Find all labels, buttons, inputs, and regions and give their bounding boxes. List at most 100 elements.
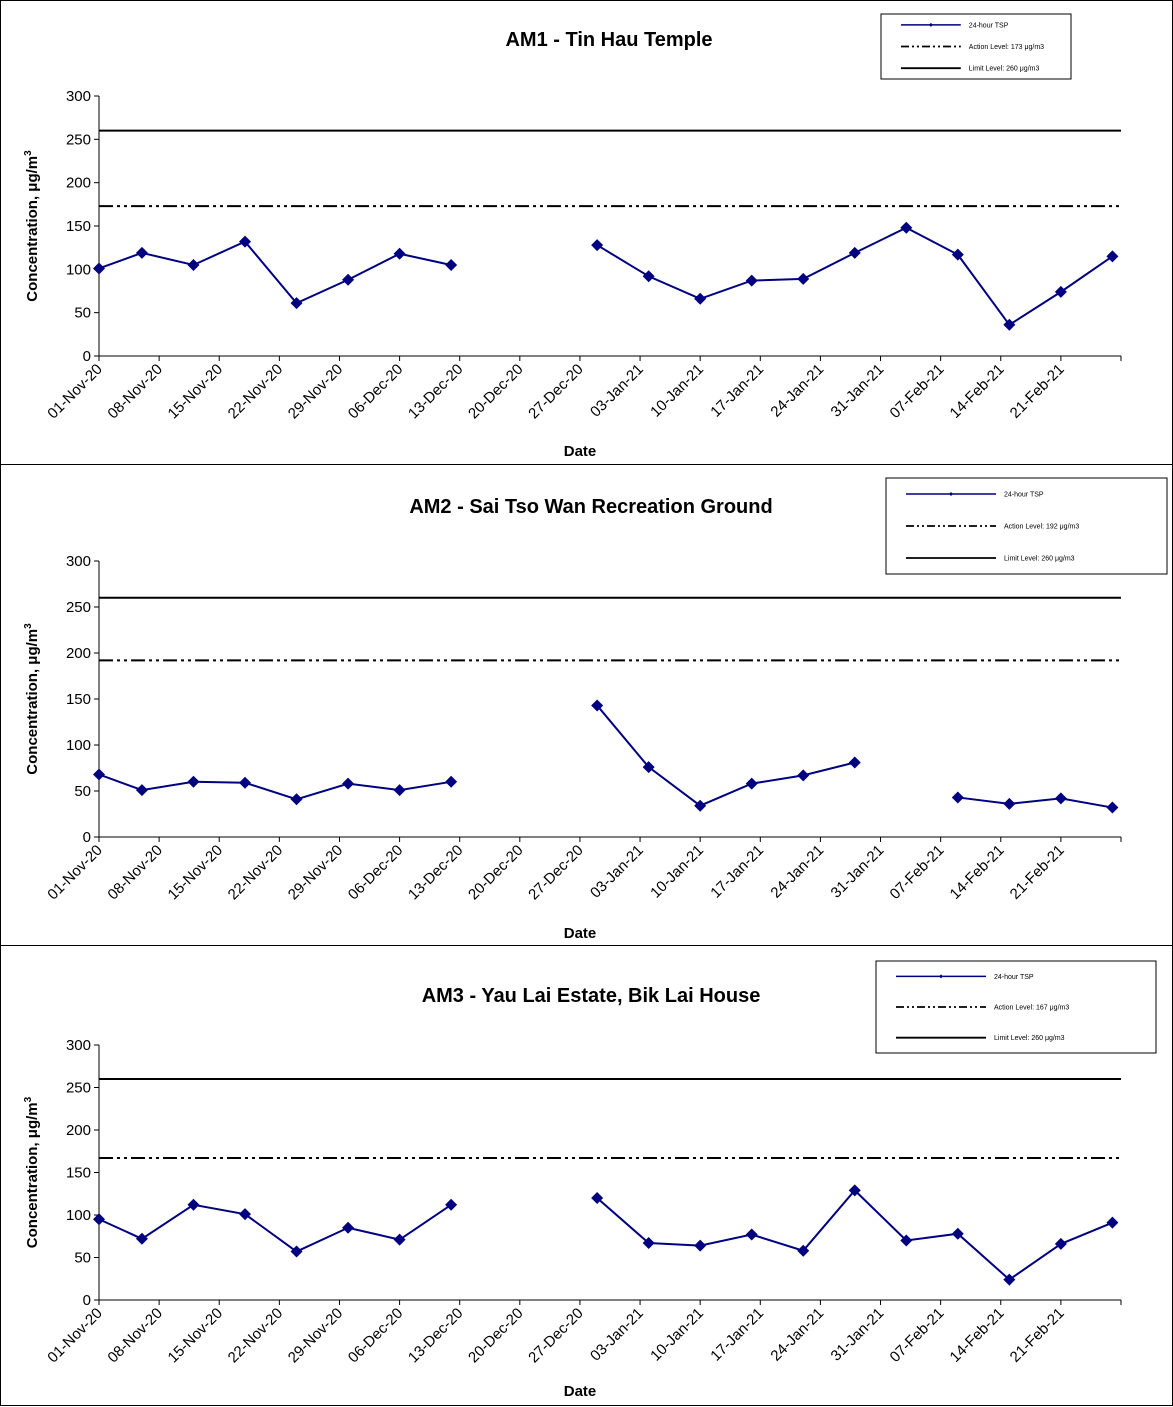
tsp-data-point xyxy=(745,777,758,790)
y-tick-label: 300 xyxy=(66,88,91,105)
tsp-data-point xyxy=(591,1192,604,1204)
x-tick-label: 08-Nov-20 xyxy=(104,842,166,904)
chart-panel-am2: AM2 - Sai Tso Wan Recreation Ground 0 50 10… xyxy=(0,464,1173,946)
y-tick-label: 250 xyxy=(66,1080,91,1097)
x-tick-label: 03-Jan-21 xyxy=(587,1305,647,1365)
tsp-data-point xyxy=(445,259,458,271)
y-tick-label: 300 xyxy=(66,1037,91,1054)
tsp-data-point xyxy=(135,246,148,259)
x-tick-label: 10-Jan-21 xyxy=(647,1305,707,1365)
tsp-data-point xyxy=(93,768,105,781)
tsp-data-point xyxy=(239,1208,251,1221)
tsp-data-point xyxy=(1003,1273,1016,1286)
x-tick-label: 15-Nov-20 xyxy=(165,1305,227,1367)
x-tick-label: 03-Jan-21 xyxy=(587,361,647,421)
legend-label: Limit Level: 260 μg/m3 xyxy=(969,66,1040,73)
tsp-data-point xyxy=(642,1237,655,1250)
x-tick-label: 21-Feb-21 xyxy=(1007,361,1068,422)
x-tick-label: 15-Nov-20 xyxy=(165,361,227,423)
x-tick-label: 20-Dec-20 xyxy=(465,842,527,904)
chart-svg-am1: AM1 - Tin Hau Temple 0 50 100 150 200 250 300 01… xyxy=(23,13,1122,460)
x-tick-label: 15-Nov-20 xyxy=(165,842,227,904)
tsp-data-point xyxy=(745,274,758,287)
x-tick-label: 06-Dec-20 xyxy=(345,361,407,423)
x-tick-label: 21-Feb-21 xyxy=(1007,842,1068,903)
x-tick-label: 10-Jan-21 xyxy=(647,842,707,902)
x-axis-label: Date xyxy=(564,443,597,460)
tsp-data-point xyxy=(1054,1237,1067,1250)
y-tick-label: 300 xyxy=(66,553,91,570)
tsp-series-line xyxy=(596,226,1113,327)
y-axis-label-superscript: 3 xyxy=(23,623,34,629)
legend-label: Action Level: 192 μg/m3 xyxy=(1004,524,1079,531)
chart-svg-am3: AM3 - Yau Lai Estate, Bik Lai House 0 50 10… xyxy=(23,960,1157,1400)
x-tick-label: 07-Feb-21 xyxy=(887,361,948,422)
tsp-data-point xyxy=(1106,801,1119,814)
legend-label: Action Level: 173 μg/m3 xyxy=(969,44,1044,51)
chart-title: AM2 - Sai Tso Wan Recreation Ground xyxy=(409,496,772,518)
tsp-data-point xyxy=(290,297,303,310)
tsp-data-point xyxy=(1054,792,1067,805)
x-tick-label: 01-Nov-20 xyxy=(44,361,106,423)
y-tick-label: 200 xyxy=(66,1122,91,1139)
tsp-data-point xyxy=(342,777,355,790)
x-tick-label: 03-Jan-21 xyxy=(587,842,647,902)
x-tick-label: 06-Dec-20 xyxy=(345,1305,407,1367)
tsp-series-line xyxy=(596,1188,1113,1281)
tsp-data-point xyxy=(290,793,303,806)
legend-label: Limit Level: 260 μg/m3 xyxy=(994,1035,1065,1042)
tsp-data-point xyxy=(93,262,105,275)
tsp-data-point xyxy=(900,221,913,234)
tsp-data-point xyxy=(797,769,810,782)
tsp-data-point xyxy=(797,272,810,285)
y-axis-label: Concentration, μg/m3 xyxy=(23,1096,41,1248)
tsp-data-point xyxy=(93,1213,105,1226)
tsp-data-point xyxy=(1054,285,1067,298)
tsp-data-point xyxy=(1003,797,1016,810)
tsp-data-point xyxy=(445,1198,458,1211)
x-tick-label: 17-Jan-21 xyxy=(707,361,767,421)
x-tick-label: 17-Jan-21 xyxy=(707,1305,767,1365)
tsp-data-point xyxy=(745,1228,758,1241)
tsp-data-point xyxy=(135,784,148,797)
y-tick-label: 250 xyxy=(66,599,91,616)
x-tick-label: 22-Nov-20 xyxy=(225,361,287,423)
legend-swatch-marker xyxy=(939,974,943,979)
tsp-series-line xyxy=(98,240,452,305)
tsp-data-point xyxy=(694,799,707,812)
y-axis-label-superscript: 3 xyxy=(23,1096,34,1102)
tsp-data-point xyxy=(445,775,458,788)
x-tick-label: 27-Dec-20 xyxy=(525,842,587,904)
chart-panel-am3: AM3 - Yau Lai Estate, Bik Lai House 0 50 10… xyxy=(0,945,1173,1406)
tsp-data-point xyxy=(591,699,604,712)
y-tick-label: 150 xyxy=(66,218,91,235)
x-tick-label: 22-Nov-20 xyxy=(225,1305,287,1367)
tsp-data-point xyxy=(393,247,406,260)
y-tick-label: 50 xyxy=(74,1250,91,1267)
tsp-data-point xyxy=(642,270,655,283)
tsp-series-line xyxy=(596,704,856,807)
x-tick-label: 29-Nov-20 xyxy=(285,1305,347,1367)
y-axis-label: Concentration, μg/m3 xyxy=(23,623,41,775)
x-tick-label: 07-Feb-21 xyxy=(887,842,948,903)
x-tick-label: 31-Jan-21 xyxy=(828,1305,888,1365)
tsp-series-line xyxy=(957,796,1113,809)
y-tick-label: 0 xyxy=(83,1292,91,1309)
legend-label: Limit Level: 260 μg/m3 xyxy=(1004,556,1075,563)
legend-label: 24-hour TSP xyxy=(994,974,1034,981)
tsp-data-point xyxy=(393,1233,406,1246)
legend-label: 24-hour TSP xyxy=(1004,492,1044,499)
x-tick-label: 01-Nov-20 xyxy=(44,1305,106,1367)
x-tick-label: 14-Feb-21 xyxy=(947,361,1008,422)
y-tick-label: 200 xyxy=(66,175,91,192)
y-tick-label: 250 xyxy=(66,131,91,148)
tsp-data-point xyxy=(239,776,251,789)
y-tick-label: 150 xyxy=(66,691,91,708)
tsp-series-line xyxy=(98,1203,452,1253)
x-tick-label: 29-Nov-20 xyxy=(285,842,347,904)
tsp-data-point xyxy=(848,756,861,769)
chart-title: AM1 - Tin Hau Temple xyxy=(505,29,712,51)
x-tick-label: 08-Nov-20 xyxy=(104,361,166,423)
x-tick-label: 27-Dec-20 xyxy=(525,361,587,423)
x-tick-label: 13-Dec-20 xyxy=(405,1305,467,1367)
